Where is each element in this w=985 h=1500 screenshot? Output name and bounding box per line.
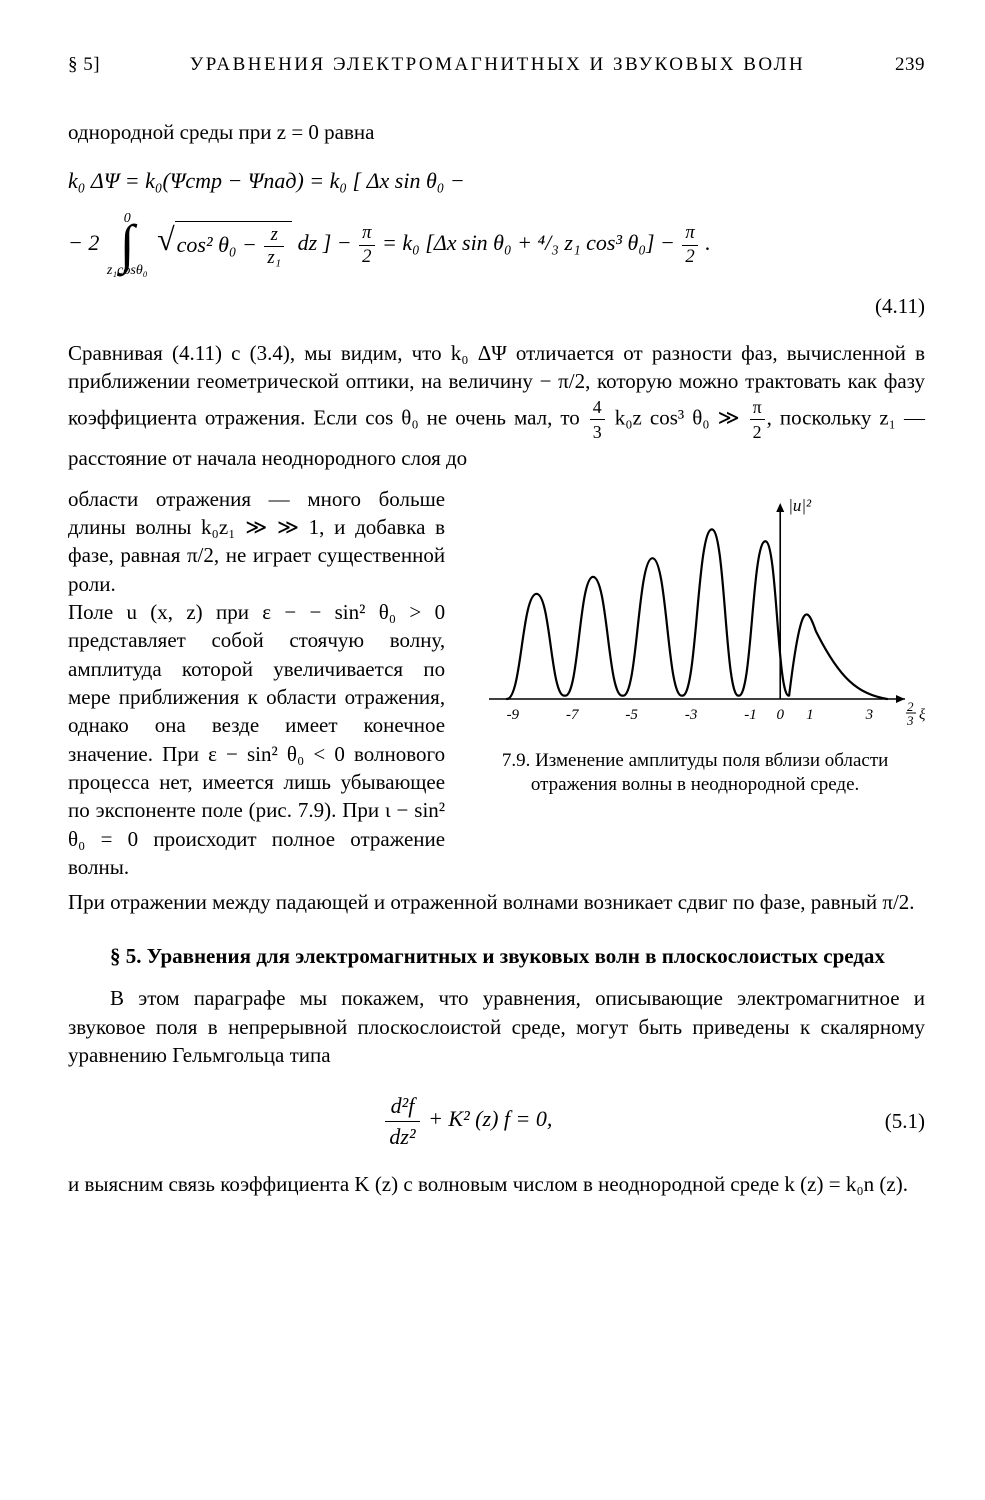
- header-center: УРАВНЕНИЯ ЭЛЕКТРОМАГНИТНЫХ И ЗВУКОВЫХ ВО…: [190, 52, 806, 78]
- header-page-number: 239: [895, 52, 925, 78]
- sqrt: √ cos² θ₀ − z z₁: [157, 221, 292, 270]
- header-left: § 5]: [68, 52, 100, 78]
- integral-sign: 0 ∫ z₁cosθ₀: [107, 212, 148, 278]
- left-col-text: области отражения — много больше длины в…: [68, 487, 445, 879]
- paragraph-1: Сравнивая (4.11) с (3.4), мы видим, что …: [68, 339, 925, 473]
- paragraph-after-fig: При отражении между падающей и отраженно…: [68, 888, 925, 916]
- paragraph-3: и выясним связь коэффициента K (z) с вол…: [68, 1170, 925, 1198]
- section-5-title: § 5. Уравнения для электромагнитных и зв…: [68, 942, 925, 970]
- svg-text:-7: -7: [566, 707, 580, 723]
- svg-text:-5: -5: [625, 707, 638, 723]
- eq51-number: (5.1): [867, 1107, 925, 1135]
- intro-line: однородной среды при z = 0 равна: [68, 118, 925, 146]
- paragraph-2: В этом параграфе мы покажем, что уравнен…: [68, 984, 925, 1069]
- svg-text:2: 2: [907, 699, 914, 714]
- text-with-figure: области отражения — много больше длины в…: [68, 485, 925, 882]
- svg-text:-9: -9: [507, 707, 520, 723]
- left-text-column: области отражения — много больше длины в…: [68, 485, 445, 882]
- svg-text:0: 0: [777, 707, 785, 723]
- svg-text:ξ³ᐟ²: ξ³ᐟ²: [919, 707, 925, 723]
- figure-caption: 7.9. Изменение амплитуды поля вблизи обл…: [465, 749, 925, 798]
- eq411-line1: k₀ ΔΨ = k₀(Ψстр − Ψпад) = k₀ [ Δx sin θ₀…: [68, 168, 465, 193]
- eq411-coeff: − 2: [68, 230, 99, 255]
- svg-text:-3: -3: [685, 707, 698, 723]
- equation-4-11: k₀ ΔΨ = k₀(Ψстр − Ψпад) = k₀ [ Δx sin θ₀…: [68, 168, 925, 321]
- svg-text:1: 1: [806, 707, 814, 723]
- svg-text:3: 3: [865, 707, 874, 723]
- eq411-number: (4.11): [857, 294, 925, 318]
- figure-7-9: |u|²-9-7-5-3-101323ξ³ᐟ² 7.9. Изменение а…: [465, 485, 925, 798]
- equation-5-1: d²f dz² + K² (z) f = 0, (5.1): [68, 1091, 925, 1151]
- page-header: § 5] УРАВНЕНИЯ ЭЛЕКТРОМАГНИТНЫХ И ЗВУКОВ…: [68, 52, 925, 78]
- eq51-frac: d²f dz²: [385, 1091, 419, 1151]
- svg-text:|u|²: |u|²: [788, 496, 812, 515]
- svg-text:3: 3: [906, 713, 914, 728]
- figure-svg: |u|²-9-7-5-3-101323ξ³ᐟ²: [465, 489, 925, 739]
- svg-text:-1: -1: [744, 707, 757, 723]
